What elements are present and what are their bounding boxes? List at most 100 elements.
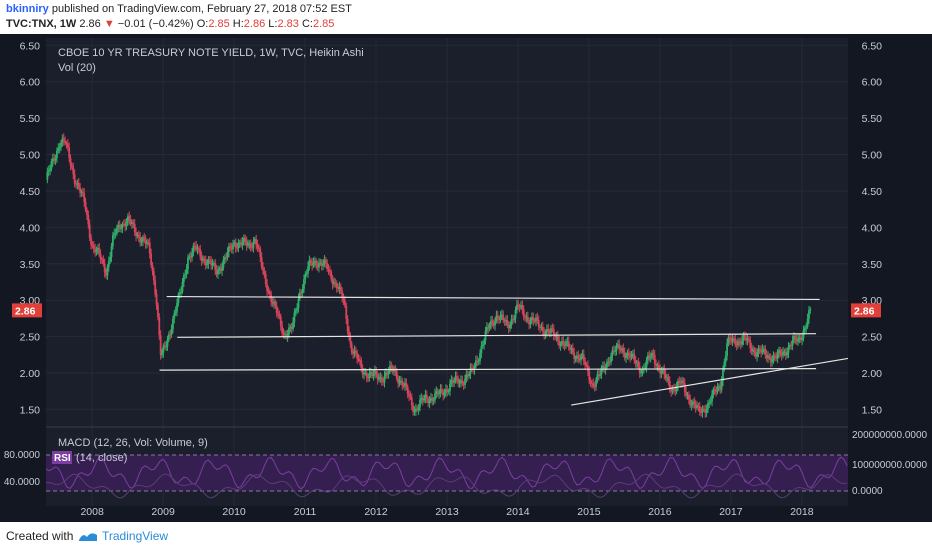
down-arrow-icon: ▼ — [103, 18, 115, 30]
candle-body — [384, 372, 387, 376]
candle-body — [797, 338, 799, 342]
candle-body — [739, 342, 742, 345]
trend-line[interactable] — [571, 357, 849, 406]
candle-body — [498, 318, 501, 320]
candle-body — [382, 381, 385, 383]
candle-body — [113, 233, 116, 236]
candle-body — [783, 351, 786, 353]
candle-body — [494, 320, 496, 326]
trend-line[interactable] — [166, 295, 820, 301]
y-tick-left: 4.00 — [20, 222, 41, 234]
candle-body — [72, 167, 75, 175]
candle-body — [165, 346, 168, 348]
candle-body — [256, 244, 259, 248]
chart-canvas[interactable]: 6.506.005.505.004.504.003.503.002.502.00… — [0, 34, 932, 522]
candle-body — [784, 351, 787, 356]
y-tick-right: 6.50 — [862, 40, 883, 52]
candle-body — [490, 320, 492, 326]
candle-body — [569, 347, 572, 350]
candle-body — [221, 267, 223, 271]
candle-body — [409, 396, 412, 398]
candle-body — [159, 335, 162, 356]
candle-body — [296, 307, 299, 311]
candle-body — [495, 315, 498, 321]
candle-body — [522, 309, 525, 317]
candle-body — [577, 355, 580, 359]
candle-body — [309, 260, 312, 263]
candle-body — [204, 260, 207, 266]
candle-body — [779, 350, 782, 354]
candle-body — [300, 292, 303, 294]
x-tick: 2016 — [648, 506, 672, 518]
rsi-params: (14, close) — [76, 452, 127, 464]
candle-body — [195, 245, 198, 250]
candle-body — [339, 286, 342, 291]
footer: Created with TradingView — [0, 522, 932, 550]
tradingview-logo-icon[interactable] — [78, 529, 98, 543]
y-tick-left: 4.50 — [20, 186, 41, 198]
candle-body — [528, 321, 531, 325]
candle-body — [449, 383, 451, 391]
candle-body — [248, 243, 251, 245]
candle-body — [491, 320, 494, 323]
candle-body — [580, 355, 582, 361]
candle-body — [626, 352, 629, 356]
close-label: C: — [301, 18, 313, 30]
candle-body — [181, 282, 184, 292]
tradingview-link[interactable]: TradingView — [102, 529, 169, 543]
candle-body — [780, 353, 783, 356]
macd-line — [45, 473, 848, 499]
x-tick: 2014 — [506, 506, 530, 518]
candle-body — [53, 158, 56, 161]
vol-tick-0: 0.0000 — [852, 486, 883, 497]
candle-body — [353, 350, 356, 354]
candle-body — [769, 357, 772, 363]
candle-body — [292, 322, 294, 330]
candle-body — [350, 343, 353, 353]
candle-body — [722, 368, 724, 382]
candle-body — [105, 272, 107, 276]
candle-body — [83, 193, 86, 202]
candle-body — [406, 386, 409, 395]
author-link[interactable]: bkinniry — [6, 3, 49, 15]
candle-body — [682, 380, 685, 384]
trend-lines[interactable] — [159, 295, 849, 406]
y-tick-right: 2.50 — [862, 332, 883, 344]
x-tick: 2015 — [577, 506, 601, 518]
rsi-line — [45, 456, 848, 490]
candle-body — [716, 386, 719, 392]
candle-body — [570, 348, 573, 350]
trend-line[interactable] — [177, 333, 817, 338]
candle-body — [124, 224, 127, 227]
candle-body — [622, 348, 625, 353]
candle-body — [259, 248, 262, 257]
trend-line[interactable] — [159, 368, 817, 371]
candle-body — [322, 263, 324, 266]
candle-body — [174, 311, 177, 314]
candle-body — [187, 257, 189, 270]
candle-body — [193, 245, 196, 247]
candle-body — [567, 341, 570, 348]
candle-body — [585, 365, 588, 367]
candle-body — [312, 262, 315, 266]
candle-body — [207, 259, 210, 264]
candle-body — [670, 389, 673, 392]
candle-body — [376, 374, 379, 380]
candle-body — [466, 374, 469, 377]
x-tick: 2008 — [80, 506, 104, 518]
candle-body — [394, 370, 397, 372]
candle-body — [696, 405, 698, 408]
candle-body — [225, 257, 228, 259]
candle-body — [420, 397, 423, 400]
candle-body — [581, 354, 584, 356]
candle-body — [50, 161, 53, 169]
candle-body — [431, 397, 434, 401]
candle-body — [730, 339, 733, 342]
candle-body — [212, 263, 215, 265]
candle-body — [315, 260, 318, 266]
candle-body — [252, 241, 255, 248]
rsi-band — [46, 455, 848, 491]
candle-body — [679, 382, 682, 384]
candle-body — [226, 252, 229, 258]
candle-body — [558, 340, 561, 346]
